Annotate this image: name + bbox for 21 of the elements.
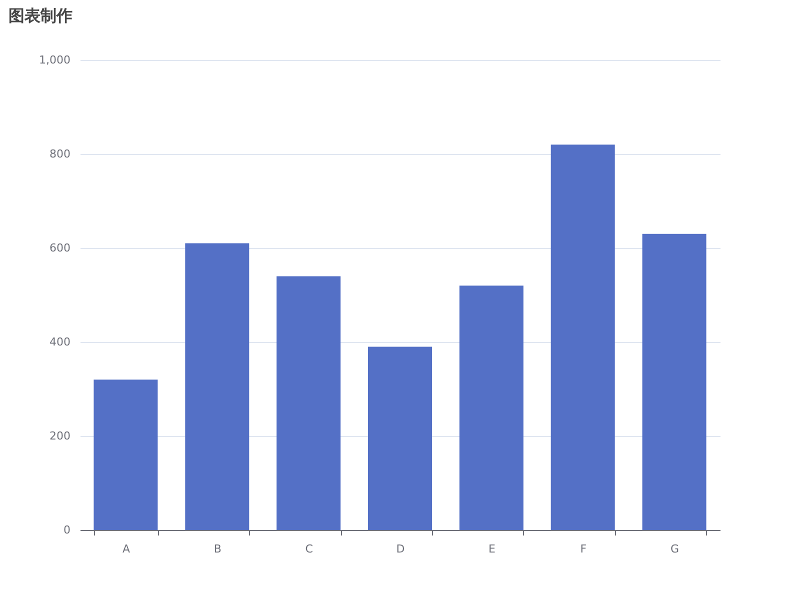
bar: [459, 286, 524, 530]
y-tick-label: 600: [50, 242, 70, 254]
y-tick-label: 0: [64, 524, 70, 536]
x-tick-label: G: [670, 542, 680, 556]
bar: [550, 144, 615, 530]
x-tick-label: F: [580, 542, 587, 556]
bar: [94, 380, 158, 530]
bar: [276, 276, 341, 530]
chart-title: 图表制作: [8, 6, 73, 25]
x-tick-label: D: [396, 542, 405, 556]
x-tick-label: B: [214, 542, 222, 556]
y-tick-label: 400: [50, 336, 70, 348]
bar: [642, 234, 706, 530]
bar: [368, 346, 432, 530]
y-tick-label: 1,000: [39, 54, 70, 66]
y-tick-label: 200: [50, 430, 70, 442]
x-tick-label: C: [305, 542, 314, 556]
y-tick-label: 800: [50, 148, 70, 160]
x-tick-label: A: [122, 542, 130, 556]
bar: [185, 243, 250, 530]
x-tick-label: E: [488, 542, 496, 556]
